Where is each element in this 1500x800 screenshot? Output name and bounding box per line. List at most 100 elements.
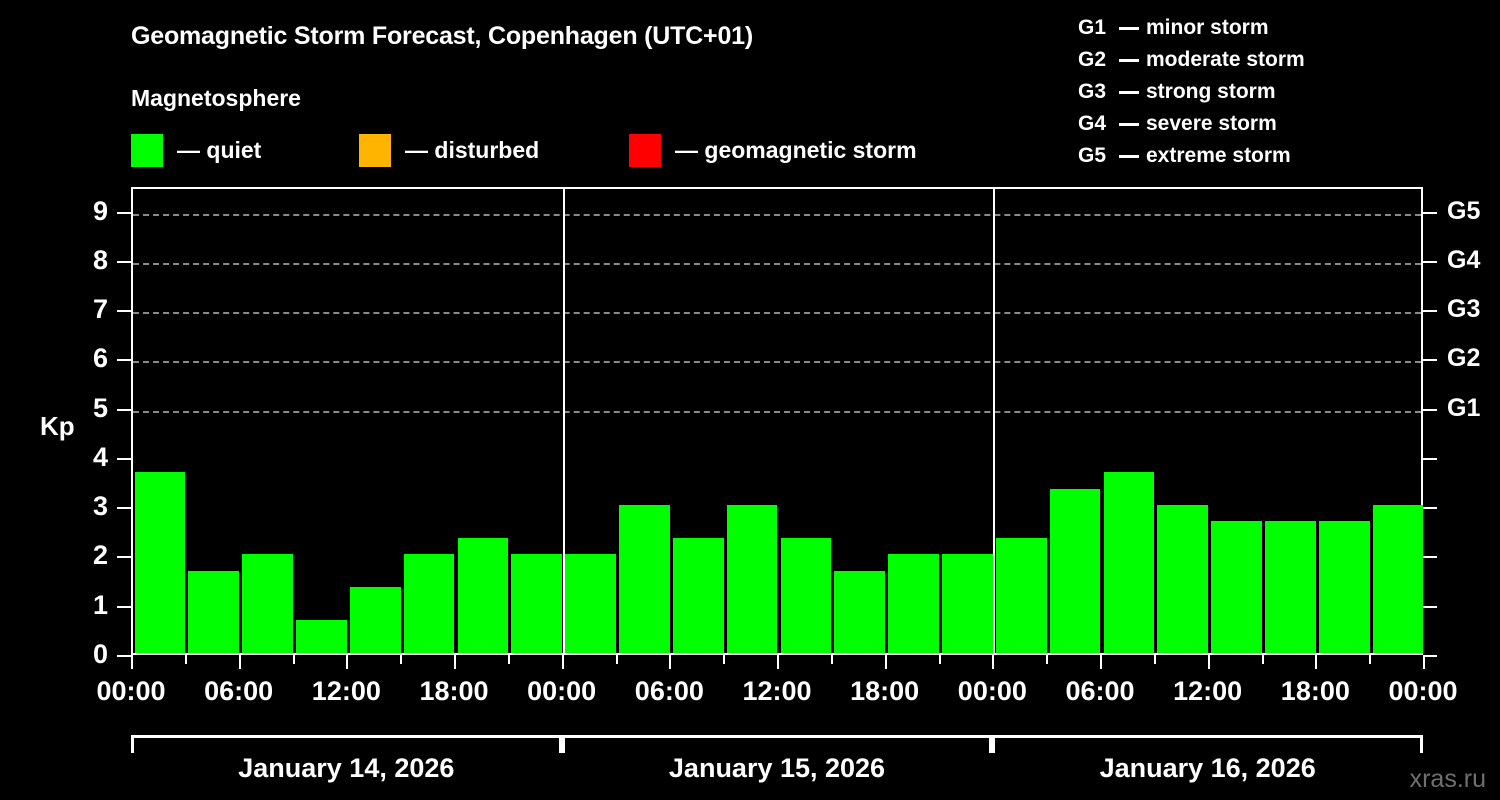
x-tick <box>1046 655 1049 664</box>
x-axis-time-label: 12:00 <box>742 676 812 706</box>
bar <box>1372 505 1424 653</box>
x-tick <box>1423 655 1425 669</box>
gridlines <box>133 189 1421 653</box>
x-tick <box>1100 655 1102 669</box>
bar <box>242 554 293 653</box>
x-axis-time-label: 06:00 <box>634 676 704 706</box>
bar <box>942 554 993 653</box>
g-axis-label-g5: G5 <box>1447 196 1481 225</box>
gridline-kp-7 <box>133 312 1421 315</box>
y-tick-label-0: 0 <box>92 639 108 669</box>
y-tick-mark-5 <box>117 408 131 411</box>
x-tick <box>1369 655 1372 664</box>
gridline-kp-9 <box>133 213 1421 216</box>
g-scale-legend: G1 minor storm G2 moderate storm G3 strong st… <box>1078 12 1478 172</box>
x-tick <box>669 655 672 669</box>
day-bracket <box>561 735 993 753</box>
bar <box>780 538 832 653</box>
day-brackets <box>131 735 1423 753</box>
y-axis-labels: 0 1 2 3 4 5 6 7 8 9 <box>60 187 108 667</box>
x-axis-ticks <box>131 655 1425 669</box>
y-tick-mark-1 <box>117 605 131 608</box>
day-label: January 14, 2026 <box>238 753 455 783</box>
bar <box>511 554 563 653</box>
x-tick <box>400 655 403 664</box>
g-legend-description: severe storm <box>1146 112 1277 135</box>
x-tick <box>1315 655 1318 669</box>
gridline-kp-8 <box>133 262 1421 265</box>
y-tick-label-5: 5 <box>92 392 108 423</box>
x-tick <box>1207 655 1210 669</box>
y-tick-label-8: 8 <box>92 244 108 275</box>
y-tick-mark-0 <box>117 655 131 657</box>
bar <box>188 570 240 653</box>
x-axis-time-label: 18:00 <box>1280 676 1350 706</box>
watermark: xras.ru <box>1409 765 1486 793</box>
x-axis-time-label: 18:00 <box>850 676 920 706</box>
day-separator <box>562 189 565 653</box>
g-legend-dash-icon <box>1119 154 1139 158</box>
legend-swatch-disturbed <box>359 133 391 167</box>
g-tick-mark-g5 <box>1423 211 1437 214</box>
x-tick <box>1153 655 1156 664</box>
legend-label-quiet: — quiet <box>177 136 262 163</box>
x-axis-time-label: 12:00 <box>311 676 381 706</box>
g-legend-dash-icon <box>1119 26 1139 30</box>
legend-swatch-quiet <box>131 133 163 167</box>
y-tick-mark-4 <box>117 457 131 460</box>
x-tick <box>830 655 833 664</box>
g-axis-label-g4: G4 <box>1447 245 1481 274</box>
x-tick <box>561 655 564 669</box>
g-scale-axis: G1 G2 G3 G4 G5 <box>1423 187 1500 657</box>
g-axis-minor-tick-2 <box>1423 556 1437 559</box>
g-legend-description: extreme storm <box>1146 144 1291 167</box>
g-axis-minor-tick-3 <box>1423 507 1437 510</box>
g-legend-dash-icon <box>1119 122 1139 126</box>
x-axis-time-label: 00:00 <box>1388 676 1458 706</box>
legend-item-disturbed: — disturbed <box>359 132 539 168</box>
g-axis-label-g1: G1 <box>1447 393 1481 422</box>
g-tick-mark-g4 <box>1423 260 1437 263</box>
g-axis-minor-tick-4 <box>1423 457 1437 460</box>
g-legend-code: G2 <box>1078 48 1107 71</box>
y-tick-mark-9 <box>117 211 131 214</box>
bar <box>1211 521 1262 653</box>
x-tick <box>507 655 510 664</box>
legend-label-geomagnetic-storm: — geomagnetic storm <box>675 136 917 163</box>
g-tick-mark-g2 <box>1423 359 1437 362</box>
x-tick <box>238 655 241 669</box>
legend-item-geomagnetic-storm: — geomagnetic storm <box>629 132 917 168</box>
y-tick-mark-3 <box>117 507 131 510</box>
g-legend-dash-icon <box>1119 58 1139 62</box>
g-legend-row-g5: G5 extreme storm <box>1078 140 1478 172</box>
x-tick <box>346 655 349 669</box>
x-tick <box>454 655 456 669</box>
bar-series <box>133 189 1424 653</box>
legend-label-disturbed: — disturbed <box>405 136 540 163</box>
x-tick <box>723 655 726 664</box>
bar <box>403 554 455 653</box>
chart-subtitle: Magnetosphere <box>131 85 301 111</box>
x-axis-time-label: 06:00 <box>1065 676 1135 706</box>
y-tick-label-1: 1 <box>92 589 108 620</box>
x-axis-time-label: 12:00 <box>1173 676 1243 706</box>
x-tick <box>131 655 133 669</box>
g-legend-row-g4: G4 severe storm <box>1078 108 1478 140</box>
legend-item-quiet: — quiet <box>131 132 261 168</box>
y-tick-label-7: 7 <box>92 294 108 325</box>
y-tick-label-3: 3 <box>92 491 108 522</box>
gridline-kp-5 <box>133 410 1421 413</box>
bar <box>349 587 401 653</box>
bar <box>565 554 616 653</box>
y-tick-mark-2 <box>117 556 131 559</box>
day-bracket <box>131 735 562 753</box>
bar <box>834 570 886 653</box>
x-tick <box>777 655 779 669</box>
y-tick-label-6: 6 <box>92 343 108 374</box>
y-tick-mark-6 <box>117 359 131 362</box>
g-axis-label-g3: G3 <box>1447 295 1481 324</box>
g-legend-description: strong storm <box>1146 80 1276 103</box>
day-separator <box>993 189 996 653</box>
day-label: January 15, 2026 <box>668 753 886 783</box>
